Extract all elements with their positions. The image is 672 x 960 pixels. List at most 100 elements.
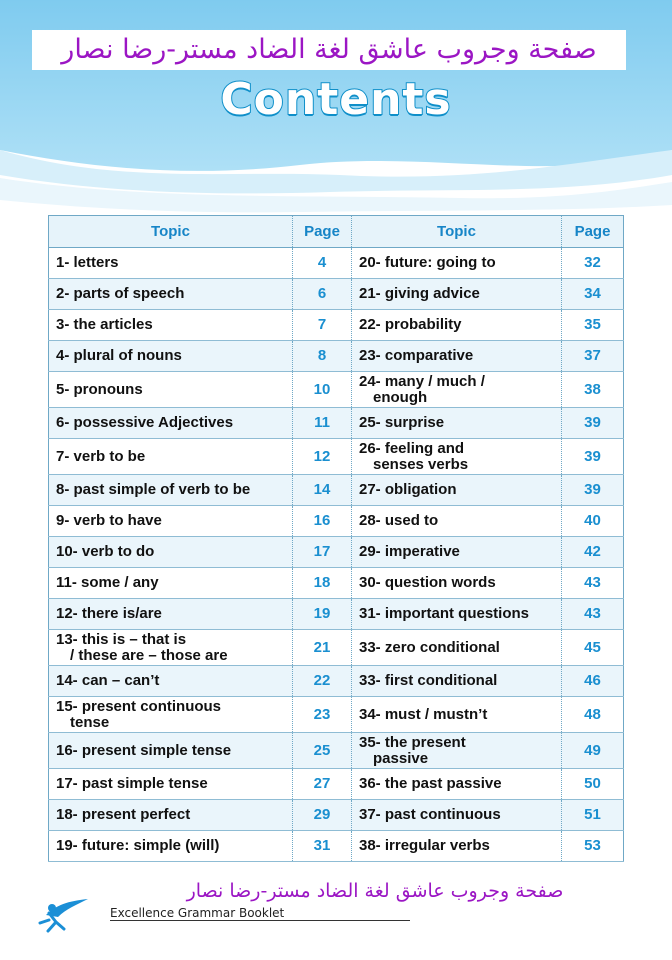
page-number: 8 [292, 340, 352, 372]
page-number: 39 [561, 407, 624, 439]
page-number: 43 [561, 567, 624, 599]
topic-cell: 38- irregular verbs [351, 830, 562, 862]
topic-cell: 6- possessive Adjectives [48, 407, 293, 439]
topic-cell: 7- verb to be [48, 438, 293, 475]
topic-cell: 1- letters [48, 247, 293, 279]
table-row: 4- plural of nouns 8 23- comparative 37 [48, 340, 624, 372]
topic-cell: 33- zero conditional [351, 629, 562, 666]
topic-cell: 5- pronouns [48, 371, 293, 408]
page-header: Page [292, 215, 352, 248]
topic-cell: 26- feeling and senses verbs [351, 438, 562, 475]
topic-cell: 18- present perfect [48, 799, 293, 831]
page-number: 43 [561, 598, 624, 630]
topic-text: 6- possessive Adjectives [56, 414, 234, 431]
topic-text: 30- question words [359, 574, 496, 591]
topic-text: 22- probability [359, 316, 462, 333]
topic-text: 18- present perfect [56, 806, 191, 823]
topic-cell: 30- question words [351, 567, 562, 599]
page-number: 7 [292, 309, 352, 341]
topic-header: Topic [351, 215, 562, 248]
topic-text: passive [373, 749, 429, 767]
topic-cell: 29- imperative [351, 536, 562, 568]
topic-cell: 20- future: going to [351, 247, 562, 279]
topic-text: 14- can – can’t [56, 672, 160, 689]
page-number: 37 [561, 340, 624, 372]
topic-cell: 27- obligation [351, 474, 562, 506]
topic-cell: 21- giving advice [351, 278, 562, 310]
topic-text: 31- important questions [359, 605, 530, 622]
topic-text: 24- many / much / [359, 372, 485, 390]
topic-text: 10- verb to do [56, 543, 155, 560]
topic-cell: 8- past simple of verb to be [48, 474, 293, 506]
page-number: 50 [561, 768, 624, 800]
topic-text: 5- pronouns [56, 380, 143, 398]
topic-text: 23- comparative [359, 347, 474, 364]
topic-text: 29- imperative [359, 543, 460, 560]
table-row: 3- the articles 7 22- probability 35 [48, 309, 624, 341]
topic-header: Topic [48, 215, 293, 248]
table-row: 6- possessive Adjectives 11 25- surprise 39 [48, 407, 624, 439]
table-row: 1- letters 4 20- future: going to 32 [48, 247, 624, 279]
page-number: 48 [561, 696, 624, 733]
page-number: 35 [561, 309, 624, 341]
topic-text: 8- past simple of verb to be [56, 481, 251, 498]
topic-cell: 10- verb to do [48, 536, 293, 568]
topic-text: 16- present simple tense [56, 741, 232, 759]
topic-text: enough [373, 388, 428, 406]
page-number: 46 [561, 665, 624, 697]
page-number: 22 [292, 665, 352, 697]
topic-cell: 4- plural of nouns [48, 340, 293, 372]
topic-text: 2- parts of speech [56, 285, 185, 302]
topic-cell: 23- comparative [351, 340, 562, 372]
table-row: 14- can – can’t 22 33- first conditional 46 [48, 665, 624, 697]
page-title: Contents [219, 73, 452, 126]
topic-cell: 15- present continuous tense [48, 696, 293, 733]
page-number: 12 [292, 438, 352, 475]
page-number: 40 [561, 505, 624, 537]
topic-text: 35- the present [359, 733, 466, 751]
page-number: 16 [292, 505, 352, 537]
page-number: 39 [561, 474, 624, 506]
topic-cell: 17- past simple tense [48, 768, 293, 800]
page-number: 42 [561, 536, 624, 568]
topic-cell: 34- must / mustn’t [351, 696, 562, 733]
topic-text: 28- used to [359, 512, 439, 529]
table-row: 12- there is/are 19 31- important question… [48, 598, 624, 630]
table-row: 5- pronouns 10 24- many / much / enough 38 [48, 371, 624, 408]
topic-text: 26- feeling and [359, 439, 465, 457]
topic-text: 25- surprise [359, 414, 445, 431]
topic-text: 20- future: going to [359, 254, 496, 271]
page-number: 6 [292, 278, 352, 310]
page-number: 29 [292, 799, 352, 831]
topic-cell: 25- surprise [351, 407, 562, 439]
topic-cell: 16- present simple tense [48, 732, 293, 769]
page-number: 51 [561, 799, 624, 831]
table-row: 15- present continuous tense 23 34- must / … [48, 696, 624, 733]
topic-text: 12- there is/are [56, 605, 162, 622]
page-number: 18 [292, 567, 352, 599]
page-number: 14 [292, 474, 352, 506]
booklet-logo-icon [38, 899, 88, 933]
topic-text: 17- past simple tense [56, 775, 208, 792]
page-number: 39 [561, 438, 624, 475]
footer-booklet-name: Excellence Grammar Booklet [110, 906, 285, 920]
table-row: 7- verb to be 12 26- feeling and senses ver… [48, 438, 624, 475]
topic-text: 4- plural of nouns [56, 347, 182, 364]
page-number: 27 [292, 768, 352, 800]
topic-text: 36- the past passive [359, 775, 502, 792]
topic-text: / these are – those are [70, 646, 228, 664]
topic-text: tense [70, 713, 110, 731]
topic-cell: 36- the past passive [351, 768, 562, 800]
topic-cell: 9- verb to have [48, 505, 293, 537]
topic-text: 37- past continuous [359, 806, 501, 823]
table-row: 19- future: simple (will) 31 38- irregular… [48, 830, 624, 862]
page-number: 17 [292, 536, 352, 568]
contents-table: Topic Page Topic Page 1- letters 4 20- fut… [48, 215, 624, 862]
topic-cell: 11- some / any [48, 567, 293, 599]
topic-text: 33- zero conditional [359, 638, 500, 656]
topic-text: senses verbs [373, 455, 469, 473]
table-row: 8- past simple of verb to be 14 27- obliga… [48, 474, 624, 506]
page-number: 45 [561, 629, 624, 666]
topic-cell: 31- important questions [351, 598, 562, 630]
table-row: 17- past simple tense 27 36- the past pass… [48, 768, 624, 800]
